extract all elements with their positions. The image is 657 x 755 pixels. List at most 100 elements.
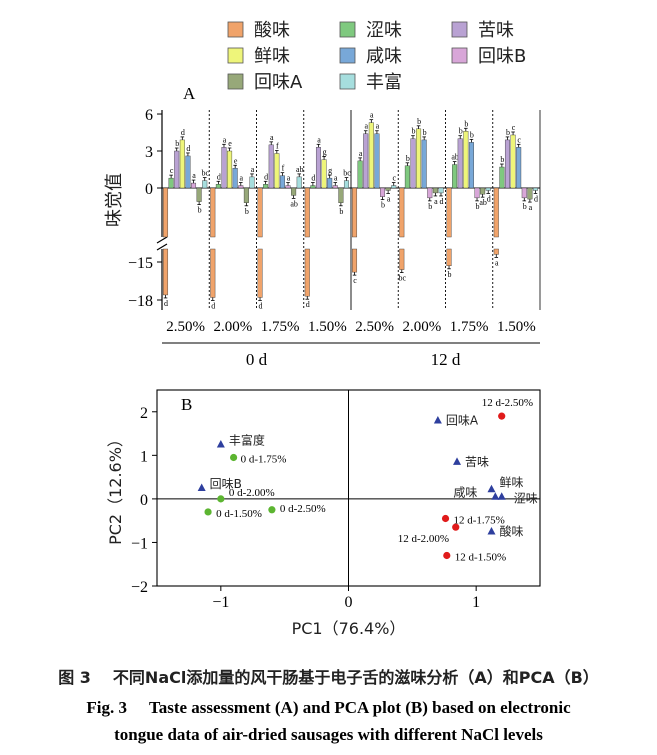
bar [315, 147, 321, 189]
loading-marker [216, 439, 225, 448]
panel-b: B −1 0 1 −2 −1 0 1 2 PC1（76.4%） PC2（12.6%） 12 d-2.5… [106, 389, 541, 638]
y-tick-label: −15 [128, 255, 153, 272]
score-label: 12 d-2.00% [398, 533, 449, 545]
significance-letter: a [387, 194, 391, 203]
significance-letter: bc [343, 169, 351, 178]
bar [485, 187, 491, 191]
score-point-12d [441, 514, 450, 523]
bar [304, 187, 310, 238]
bar [399, 248, 405, 270]
bar [163, 248, 169, 296]
legend-label: 酸味 [254, 20, 290, 41]
significance-letter: a [251, 165, 255, 174]
significance-letter: c [392, 174, 396, 183]
bar [179, 139, 185, 189]
significance-letter: e [228, 139, 232, 148]
bar [232, 168, 238, 189]
legend-swatch [227, 73, 244, 90]
significance-letter: g [328, 166, 332, 175]
bar [238, 185, 244, 189]
category-label: 1.75% [450, 319, 489, 335]
significance-letter: d [487, 194, 491, 203]
bar [427, 187, 433, 199]
bar [285, 185, 291, 189]
significance-letter: a [239, 174, 243, 183]
significance-letter: a [317, 135, 321, 144]
bar [249, 176, 255, 189]
loading-label: 涩味 [514, 491, 538, 506]
legend-swatch [451, 21, 468, 38]
significance-letter: b [523, 202, 527, 211]
bar [480, 187, 486, 195]
significance-letter: d [439, 197, 443, 206]
legend-label: 苦味 [478, 20, 514, 41]
loading-label: 咸味 [453, 486, 477, 500]
significance-letter: b [198, 206, 202, 215]
category-label: 1.75% [261, 319, 300, 335]
category-label: 2.00% [214, 319, 253, 335]
bar [399, 187, 405, 238]
significance-letter: d [186, 144, 190, 153]
score-label: 0 d-2.00% [229, 487, 275, 499]
bar [380, 187, 386, 197]
y-tick-label: −2 [131, 579, 148, 596]
significance-letter: d [534, 194, 538, 203]
y-tick-label: −18 [128, 293, 153, 310]
y-tick-label: 3 [145, 144, 153, 161]
significance-letter: b [428, 202, 432, 211]
significance-letter: a [287, 174, 291, 183]
significance-letter: b [381, 201, 385, 210]
significance-letter: b [417, 117, 421, 126]
significance-letter: c [170, 166, 174, 175]
caption-cn-text: 不同NaCl添加量的风干肠基于电子舌的滋味分析（A）和PCA（B） [112, 668, 599, 687]
bar [521, 187, 527, 199]
significance-letter: a [192, 171, 196, 180]
loading-marker [433, 415, 442, 424]
score-point-0d [217, 495, 225, 503]
bar [332, 185, 338, 189]
bar [352, 248, 358, 273]
bar [296, 176, 302, 189]
x-tick-label: 0 [345, 594, 353, 611]
significance-letter: b [506, 128, 510, 137]
caption-cn: 图 3 不同NaCl添加量的风干肠基于电子舌的滋味分析（A）和PCA（B） [0, 664, 657, 688]
legend-swatch [451, 47, 468, 64]
legend-label: 丰富 [366, 72, 402, 93]
bar [291, 187, 297, 196]
bar [343, 180, 349, 189]
bar [452, 164, 458, 189]
loading-label: 苦味 [465, 455, 489, 469]
significance-letter: a [334, 174, 338, 183]
significance-letter: b [476, 202, 480, 211]
bar [163, 187, 169, 238]
category-label: 2.50% [355, 319, 394, 335]
significance-letter: b [423, 128, 427, 137]
caption-en-line1: Fig. 3 Taste assessment (A) and PCA plot … [0, 698, 657, 718]
legend-label: 涩味 [366, 20, 402, 41]
significance-letter: b [411, 127, 415, 136]
loading-marker [487, 527, 496, 535]
score-point-0d [204, 508, 212, 516]
y-axis-label: PC2（12.6%） [106, 431, 125, 545]
bar [196, 187, 202, 202]
legend-swatch [339, 21, 356, 38]
bar [257, 187, 263, 238]
group-label: 12 d [431, 350, 461, 369]
bar [410, 138, 416, 189]
significance-letter: b [464, 119, 468, 128]
bar [438, 187, 444, 194]
panel-b-label: B [181, 395, 192, 414]
legend-label: 回味A [254, 72, 303, 93]
bar [279, 175, 285, 189]
bar [446, 187, 452, 238]
bar [210, 187, 216, 238]
panel-a: A 6 3 0 −15 −18 味觉值 2.50% 2.00% 1.75% 1.50% 2.50% 2.… [104, 84, 541, 369]
significance-letter: c [517, 135, 521, 144]
bar [468, 142, 474, 189]
legend-swatch [339, 73, 356, 90]
bar [457, 138, 463, 189]
bar [385, 187, 391, 191]
group-label: 0 d [246, 350, 268, 369]
bar [215, 184, 221, 189]
